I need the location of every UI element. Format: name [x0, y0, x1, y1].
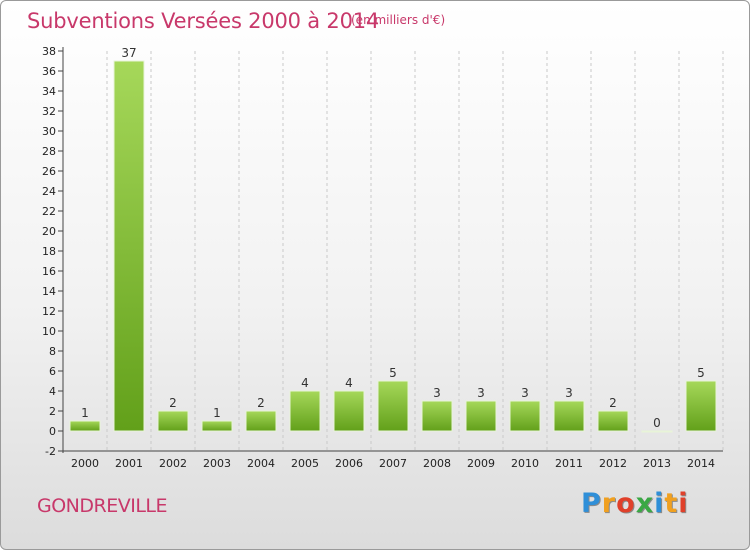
- x-tick-label: 2005: [291, 457, 319, 470]
- chart-subtitle: (en milliers d'€): [351, 13, 446, 27]
- y-tick-label: 0: [49, 425, 56, 438]
- y-tick-label: 24: [42, 185, 56, 198]
- data-label: 4: [301, 376, 309, 390]
- data-label: 3: [565, 386, 573, 400]
- bar: [641, 430, 673, 433]
- y-tick-label: 4: [49, 385, 56, 398]
- bar: [509, 400, 541, 432]
- x-tick-label: 2010: [511, 457, 539, 470]
- data-label: 2: [169, 396, 177, 410]
- chart-title: Subventions Versées 2000 à 2014: [27, 9, 380, 33]
- commune-name: GONDREVILLE: [37, 495, 168, 517]
- data-label: 1: [81, 406, 89, 420]
- x-tick-label: 2009: [467, 457, 495, 470]
- x-tick-label: 2007: [379, 457, 407, 470]
- x-tick-label: 2012: [599, 457, 627, 470]
- bar: [289, 390, 321, 432]
- y-tick-label: 32: [42, 105, 56, 118]
- y-tick-label: 16: [42, 265, 56, 278]
- bar: [421, 400, 453, 432]
- bars: [69, 60, 717, 433]
- x-tick-label: 2011: [555, 457, 583, 470]
- bar: [377, 380, 409, 432]
- bar: [245, 410, 277, 432]
- x-tick-label: 2006: [335, 457, 363, 470]
- y-tick-label: 22: [42, 205, 56, 218]
- y-tick-label: 38: [42, 45, 56, 58]
- data-label: 1: [213, 406, 221, 420]
- bar: [69, 420, 101, 432]
- bar: [553, 400, 585, 432]
- y-tick-label: 20: [42, 225, 56, 238]
- data-label: 4: [345, 376, 353, 390]
- y-tick-label: 30: [42, 125, 56, 138]
- data-label: 3: [433, 386, 441, 400]
- x-tick-label: 2003: [203, 457, 231, 470]
- data-label: 0: [653, 416, 661, 430]
- data-label: 3: [477, 386, 485, 400]
- data-label: 5: [697, 366, 705, 380]
- x-tick-label: 2008: [423, 457, 451, 470]
- bar: [685, 380, 717, 432]
- y-tick-label: 28: [42, 145, 56, 158]
- labels: 2000 1 2001 37 2002 2 2003 1 2004 2 2005 4 2006 4 2007…: [71, 46, 715, 470]
- bar: [597, 410, 629, 432]
- bar: [113, 60, 145, 432]
- bar: [465, 400, 497, 432]
- y-tick-label: 18: [42, 245, 56, 258]
- bar: [157, 410, 189, 432]
- y-tick-label: 10: [42, 325, 56, 338]
- x-tick-label: 2001: [115, 457, 143, 470]
- data-label: 5: [389, 366, 397, 380]
- y-tick-label: 36: [42, 65, 56, 78]
- data-label: 37: [121, 46, 136, 60]
- data-label: 3: [521, 386, 529, 400]
- y-tick-label: 6: [49, 365, 56, 378]
- y-tick-label: -2: [45, 445, 56, 458]
- x-tick-label: 2004: [247, 457, 275, 470]
- bar: [201, 420, 233, 432]
- y-tick-label: 8: [49, 345, 56, 358]
- proxiti-logo: Proxiti: [581, 488, 689, 519]
- y-tick-label: 14: [42, 285, 56, 298]
- x-tick-label: 2000: [71, 457, 99, 470]
- y-tick-label: 26: [42, 165, 56, 178]
- y-tick-label: 12: [42, 305, 56, 318]
- x-tick-label: 2002: [159, 457, 187, 470]
- grid-lines: [106, 51, 724, 451]
- x-tick-label: 2013: [643, 457, 671, 470]
- bar: [333, 390, 365, 432]
- data-label: 2: [609, 396, 617, 410]
- x-tick-label: 2014: [687, 457, 715, 470]
- data-label: 2: [257, 396, 265, 410]
- y-tick-label: 34: [42, 85, 56, 98]
- y-tick-label: 2: [49, 405, 56, 418]
